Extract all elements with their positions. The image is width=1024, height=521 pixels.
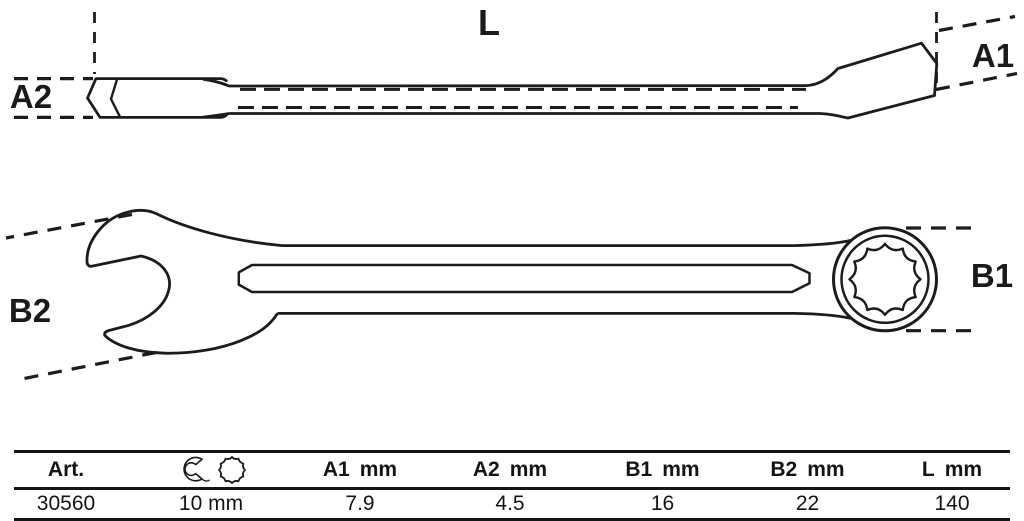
col-header-size-icons <box>132 454 290 486</box>
b2-extension-bottom <box>23 350 157 381</box>
cell-art-number: 30560 <box>36 491 96 515</box>
wrench-technical-drawing: L A1 A2 B1 B2 <box>5 2 1018 381</box>
table-divider <box>14 487 1010 490</box>
col-header-b2: B2 mm <box>735 458 880 482</box>
cell-a2-value: 4.5 <box>495 491 525 515</box>
cell-size: 10 mm <box>178 491 244 515</box>
a1-header-unit: mm <box>359 458 398 481</box>
col-header-a1: A1 mm <box>290 458 430 482</box>
side-open-head-inner-edge <box>109 79 122 118</box>
b2-header-label: B2 <box>770 458 798 481</box>
side-open-head-outline <box>86 77 229 119</box>
plan-shaft-bottom-edge <box>277 312 852 320</box>
a1-header-label: A1 <box>322 458 350 481</box>
a1-extension-top <box>938 14 1016 33</box>
plan-shank-panel <box>237 263 811 294</box>
b1-header-unit: mm <box>662 458 700 481</box>
plan-view <box>5 209 980 381</box>
l-header-unit: mm <box>944 458 983 481</box>
a1-extension-bottom <box>935 71 1018 92</box>
label-A2: A2 <box>10 78 52 115</box>
col-header-b1: B1 mm <box>590 458 735 482</box>
ring-outer-circle <box>832 226 938 333</box>
label-length-L: L <box>478 2 500 43</box>
b2-extension-top <box>5 212 133 240</box>
plan-open-head-outline <box>85 209 283 355</box>
side-body-outline <box>202 41 939 120</box>
table-border-bottom <box>14 517 1010 521</box>
a2-header-unit: mm <box>509 458 548 481</box>
side-view <box>14 12 1018 120</box>
ring-12pt-bore <box>848 242 922 316</box>
table-header-row: Art. A1 mm A2 mm B1 mm <box>0 453 1024 487</box>
plan-shaft-top-edge <box>282 239 852 247</box>
cell-l-value: 140 <box>934 491 970 515</box>
cell-a1-value: 7.9 <box>345 491 375 515</box>
col-header-l: L mm <box>880 458 1024 482</box>
open-end-wrench-icon <box>183 456 211 482</box>
table-border-top <box>14 450 1010 453</box>
cell-b2-value: 22 <box>795 491 820 515</box>
col-header-a2: A2 mm <box>430 458 590 482</box>
b1-header-label: B1 <box>625 458 653 481</box>
b2-header-unit: mm <box>807 458 845 481</box>
ring-rim-circle <box>840 234 930 325</box>
label-B2: B2 <box>9 292 51 329</box>
label-B1: B1 <box>971 257 1013 294</box>
col-header-art: Art. <box>0 458 132 482</box>
cell-b1-value: 16 <box>650 491 675 515</box>
l-header-label: L <box>921 458 935 481</box>
table-data-row: 30560 10 mm 7.9 4.5 16 22 140 <box>0 490 1024 518</box>
label-A1: A1 <box>972 37 1014 74</box>
ring-end-12pt-icon <box>218 456 246 484</box>
spec-table: Art. A1 mm A2 mm B1 mm <box>0 450 1024 521</box>
a2-header-label: A2 <box>472 458 500 481</box>
art-header-label: Art. <box>47 458 85 481</box>
